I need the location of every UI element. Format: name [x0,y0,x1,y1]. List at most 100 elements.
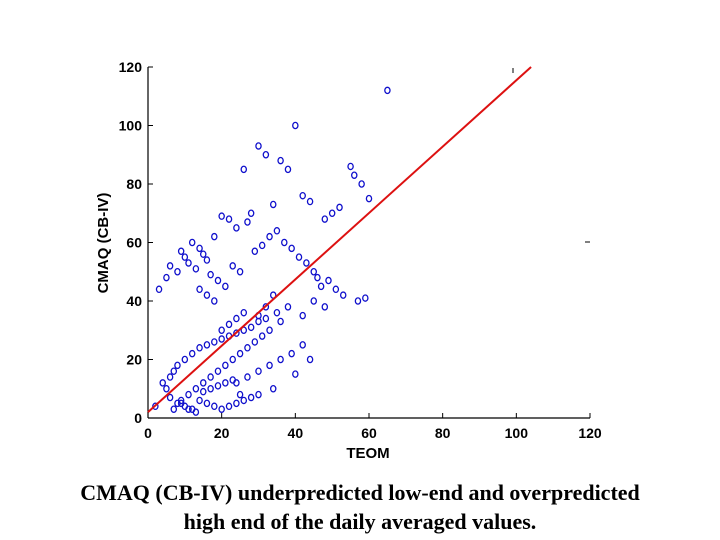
data-point [170,367,178,375]
fit-line [147,66,532,413]
y-axis-title: CMAQ (CB-IV) [95,193,112,294]
data-point [266,361,273,370]
data-point [258,332,266,340]
data-point [240,308,248,317]
data-point [277,156,284,165]
data-point [203,291,211,299]
data-point [218,405,225,413]
data-point [199,379,207,387]
data-point [255,142,262,150]
data-point [269,200,277,209]
x-tick-label: 120 [578,425,602,441]
data-point [199,387,207,396]
y-tick-label: 100 [119,118,143,134]
data-point [188,238,196,247]
data-point [211,338,218,346]
data-point [214,382,222,390]
data-point [163,273,170,282]
data-point [185,390,192,399]
data-point [354,297,362,305]
data-point [240,165,248,174]
data-point [317,282,325,291]
y-tick-label: 120 [119,59,143,75]
data-point [236,349,244,358]
data-point [284,303,292,311]
data-point [218,335,225,343]
x-tick-labels: 0 20 40 60 80 100 120 [144,413,602,441]
data-point [159,379,166,387]
data-point [281,238,288,247]
data-point [192,265,200,273]
x-tick-label: 100 [505,425,529,441]
data-point [277,355,284,364]
data-point [273,227,281,235]
data-point [196,344,203,352]
data-point [233,399,240,408]
data-point [258,241,266,250]
data-point [192,384,200,393]
y-tick-labels: 0 20 40 60 80 100 120 [119,59,153,426]
data-point [185,259,192,267]
data-point [199,250,207,258]
data-point [233,329,240,337]
data-point [310,267,317,276]
data-point [314,273,321,282]
data-point [218,326,225,334]
data-point [166,262,174,270]
data-point [207,384,214,393]
data-point [251,247,259,256]
data-point [222,361,229,370]
x-tick-label: 80 [435,425,451,441]
data-point [211,402,218,411]
data-point [181,253,189,261]
data-point [255,367,262,375]
data-point [299,341,306,349]
data-point [166,373,174,381]
data-point [170,405,178,413]
caption-line-1: CMAQ (CB-IV) underpredicted low-end and … [80,480,640,505]
data-point [225,402,233,411]
data-point [299,191,306,200]
caption: CMAQ (CB-IV) underpredicted low-end and … [0,478,720,536]
data-point [196,396,203,405]
data-point [365,194,373,203]
data-point [192,408,200,416]
data-point [196,285,203,294]
y-tick-label: 60 [126,235,142,251]
data-point [336,203,343,212]
data-point [152,402,159,411]
data-point [306,355,314,364]
x-tick-label: 0 [144,425,152,441]
data-point [262,303,270,311]
data-point [225,320,233,329]
data-point [306,197,314,206]
data-point [247,393,255,402]
data-point [203,256,211,264]
data-point [177,247,185,256]
data-point [174,399,181,408]
data-point [233,224,240,232]
data-point [218,212,225,220]
data-point [229,355,236,364]
data-point [163,384,170,393]
data-point [310,297,317,305]
data-point [288,244,295,253]
y-tick-label: 80 [126,176,142,192]
x-tick-label: 60 [361,425,377,441]
data-point [222,379,229,387]
data-point [207,270,214,279]
data-point [185,405,192,413]
data-point [222,282,229,291]
data-point [269,384,277,393]
data-point [236,267,244,276]
data-point [362,294,369,302]
data-point [262,314,270,323]
data-point [328,209,336,217]
data-point [203,399,211,408]
data-point [166,393,174,402]
y-tick-label: 0 [134,410,142,426]
caption-line-2: high end of the daily averaged values. [183,509,537,534]
data-point [325,276,332,285]
data-point [332,285,340,294]
data-point [303,259,310,267]
